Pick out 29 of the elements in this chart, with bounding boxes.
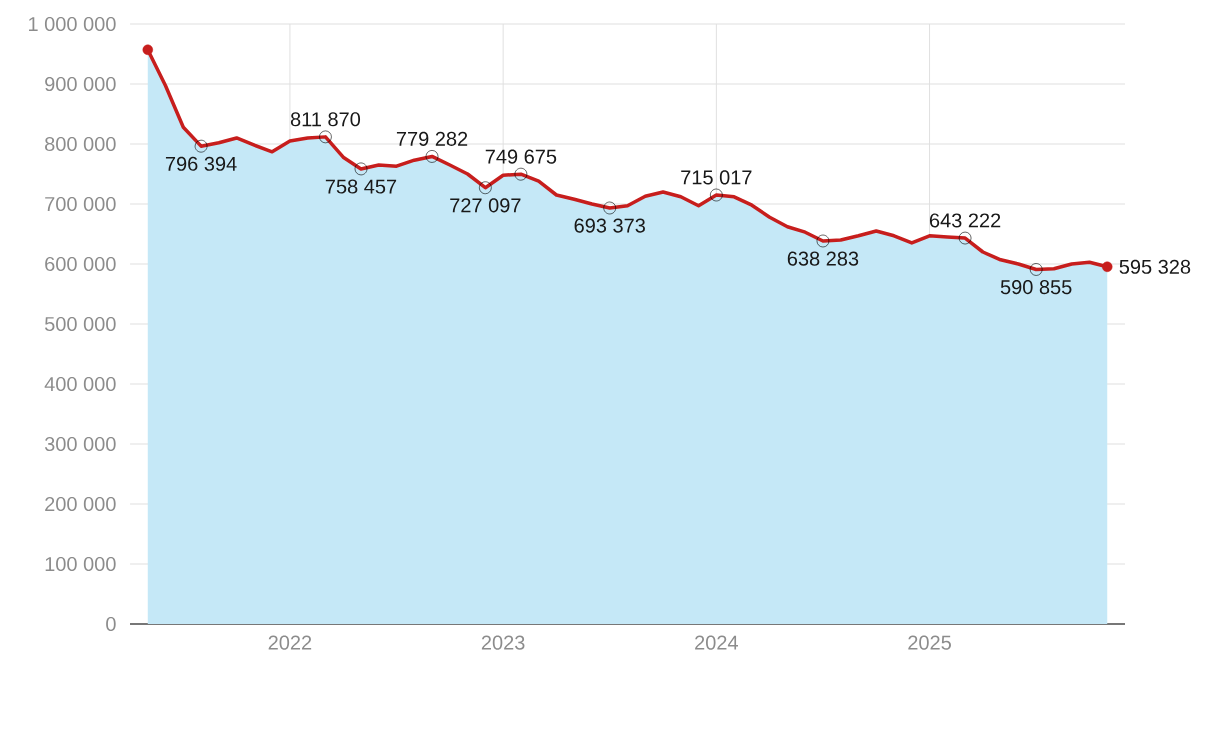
data-label: 638 283 — [787, 251, 859, 266]
y-tick-label: 600 000 — [45, 256, 116, 272]
y-tick-label: 500 000 — [44, 316, 116, 332]
y-tick-label: 200 000 — [45, 496, 116, 512]
y-tick-label: 0 — [106, 616, 116, 632]
x-tick-label: 2023 — [481, 635, 525, 650]
x-tick-label: 2024 — [695, 635, 738, 650]
data-label: 727 097 — [450, 198, 521, 213]
point — [142, 44, 153, 55]
y-tick-label: 300 000 — [44, 436, 116, 452]
data-label: 749 675 — [485, 149, 557, 164]
data-label: 779 282 — [396, 131, 468, 146]
data-label: 811 870 — [290, 112, 361, 127]
y-tick-label: 100 000 — [45, 556, 116, 572]
y-tick-label: 400 000 — [44, 376, 116, 392]
y-tick-label: 800 000 — [45, 136, 116, 152]
x-tick-label: 2022 — [268, 635, 312, 650]
data-label: 693 373 — [574, 218, 645, 233]
data-label: 758 457 — [325, 179, 397, 194]
data-label: 643 222 — [929, 213, 1001, 228]
data-label: 595 328 — [1119, 259, 1191, 274]
data-label: 715 017 — [681, 170, 752, 185]
data-label: 590 855 — [1000, 280, 1072, 295]
y-tick-label: 1 000 000 — [29, 16, 116, 32]
x-tick-label: 2025 — [908, 635, 951, 650]
data-label: 796 394 — [165, 156, 237, 171]
y-tick-label: 700 000 — [45, 196, 116, 212]
point — [1102, 261, 1113, 272]
y-tick-label: 900 000 — [45, 76, 116, 92]
